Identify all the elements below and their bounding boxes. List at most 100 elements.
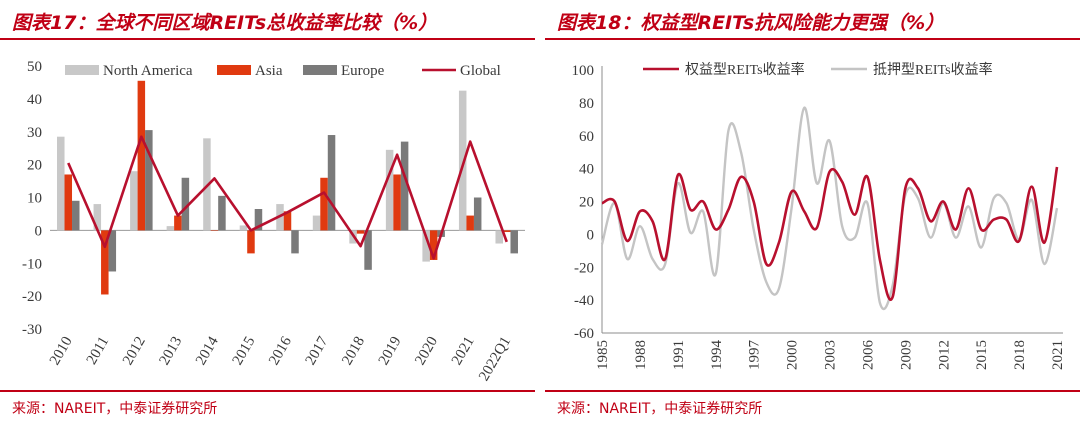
bar <box>145 130 153 231</box>
chart-panel-left: 图表17：全球不同区域REITs总收益率比较（%） 50 40 30 20 10 0 -10… <box>0 0 535 425</box>
bar <box>218 195 226 231</box>
y-tick-label: 0 <box>587 227 595 243</box>
x-tick-label: 2017 <box>303 334 332 368</box>
source-note: 来源：NAREIT，中泰证券研究所 <box>557 401 763 417</box>
chart-title: 图表17：全球不同区域REITs总收益率比较（%） <box>12 12 438 34</box>
x-tick-label: 1997 <box>747 340 763 371</box>
y-tick-label: -60 <box>574 326 594 342</box>
chart-panel-right: 图表18：权益型REITs抗风险能力更强（%） 100 80 60 40 20 0 -20 -… <box>545 0 1080 425</box>
x-tick-label: 2016 <box>266 334 295 368</box>
legend-swatch <box>65 65 99 75</box>
y-tick-label: 30 <box>27 125 42 141</box>
bar <box>429 230 438 260</box>
bar <box>400 141 409 231</box>
y-tick-label: 100 <box>572 63 595 79</box>
y-tick-label: 40 <box>27 92 42 108</box>
bar <box>239 225 248 231</box>
legend-swatch <box>217 65 251 75</box>
x-tick-label: 2015 <box>974 340 990 370</box>
bar <box>57 136 65 231</box>
bar <box>247 230 255 254</box>
y-tick-label: -40 <box>574 293 594 309</box>
x-tick-label: 2021 <box>449 334 478 368</box>
bar <box>93 204 102 231</box>
chart-title: 图表18：权益型REITs抗风险能力更强（%） <box>557 12 945 34</box>
legend-label: 抵押型REITs收益率 <box>873 61 993 78</box>
bar <box>108 230 117 272</box>
bar <box>181 177 190 231</box>
x-tick-label: 2020 <box>412 334 441 368</box>
y-tick-label: 50 <box>27 59 42 75</box>
bar <box>312 215 321 231</box>
x-tick-label: 2012 <box>936 340 952 370</box>
x-tick-label: 2018 <box>339 334 368 368</box>
bar <box>166 226 175 231</box>
source-divider <box>545 390 1080 392</box>
x-tick-label: 2003 <box>823 340 839 370</box>
legend-label: Asia <box>255 63 283 79</box>
bar <box>174 215 182 231</box>
bar <box>320 177 328 231</box>
x-tick-label: 2006 <box>860 340 876 371</box>
y-tick-label: -20 <box>574 260 594 276</box>
y-tick-label: -30 <box>22 322 42 338</box>
x-tick-label: 1985 <box>595 340 611 370</box>
bar <box>393 174 401 231</box>
legend-label: North America <box>103 63 193 79</box>
y-tick-label: 10 <box>27 191 42 207</box>
bar <box>137 80 146 231</box>
bar <box>385 149 394 231</box>
x-tick-label: 2022Q1 <box>476 334 514 384</box>
bar <box>130 171 138 231</box>
bar <box>458 90 467 231</box>
x-tick-label: 1988 <box>633 340 649 370</box>
legend-label: 权益型REITs收益率 <box>685 61 805 78</box>
x-tick-label: 2015 <box>230 334 259 368</box>
bar <box>510 230 518 254</box>
y-tick-label: 0 <box>35 223 43 239</box>
bar <box>502 230 511 233</box>
x-tick-label: 2009 <box>898 340 914 370</box>
title-divider <box>0 38 535 40</box>
bar <box>473 197 482 231</box>
x-tick-label: 2000 <box>785 340 801 370</box>
y-tick-label: 80 <box>579 96 594 112</box>
bar <box>291 230 299 254</box>
title-divider <box>545 38 1080 40</box>
bar <box>254 209 263 231</box>
source-note: 来源：NAREIT，中泰证券研究所 <box>12 401 218 417</box>
bar <box>495 230 503 244</box>
legend-label: Europe <box>341 63 385 79</box>
y-tick-label: 20 <box>27 158 42 174</box>
global-line <box>67 135 508 260</box>
mortgage-reits-line <box>600 106 1059 311</box>
y-tick-label: 20 <box>579 195 594 211</box>
bar <box>364 230 372 270</box>
x-tick-label: 1994 <box>709 340 725 371</box>
x-tick-label: 2010 <box>47 334 76 368</box>
bar <box>356 230 365 234</box>
x-tick-label: 2014 <box>193 334 222 368</box>
x-tick-label: 2019 <box>376 334 405 368</box>
bar <box>210 230 219 231</box>
source-divider <box>0 390 535 392</box>
x-tick-label: 2013 <box>156 334 185 368</box>
x-tick-label: 2018 <box>1012 340 1028 370</box>
x-tick-label: 2012 <box>120 334 149 368</box>
y-tick-label: -10 <box>22 256 42 272</box>
bar <box>466 215 474 231</box>
y-tick-label: -20 <box>22 289 42 305</box>
bar <box>327 135 336 231</box>
legend-swatch <box>303 65 337 75</box>
bar <box>283 211 292 231</box>
x-tick-label: 2021 <box>1050 340 1066 370</box>
y-tick-label: 60 <box>579 129 594 145</box>
bar <box>422 230 430 262</box>
y-tick-label: 40 <box>579 162 594 178</box>
bar <box>72 200 80 231</box>
bar <box>64 174 73 231</box>
legend-label: Global <box>460 63 501 79</box>
equity-reits-line <box>601 166 1059 301</box>
